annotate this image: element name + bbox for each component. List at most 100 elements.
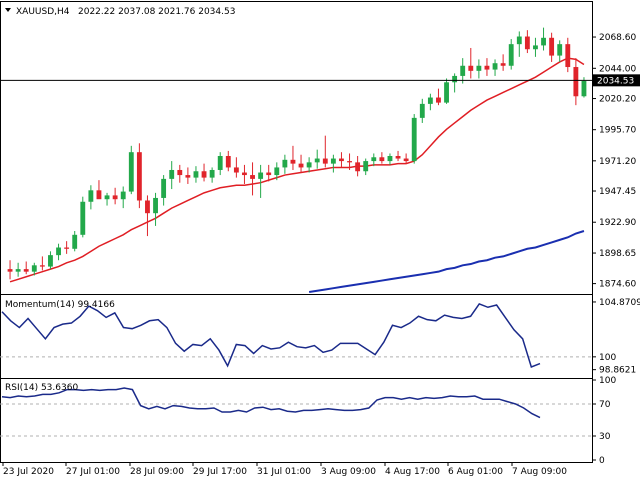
candle [298,154,304,173]
candle [444,78,449,104]
price-tag-label: 2034.53 [597,76,634,86]
candle [452,73,458,93]
candle-body [460,65,466,76]
candle-body [306,162,312,168]
candle [290,145,296,170]
candle [64,241,70,254]
candle [88,185,94,210]
candle-body [217,156,223,170]
candle [193,166,199,183]
candle-body [104,195,110,200]
candle-body [7,269,13,272]
candle [72,230,78,252]
panel-frames [0,1,593,463]
price-tick-label: 1898.65 [599,249,636,259]
time-tick-label: 28 Jul 09:00 [130,467,184,477]
price-tick-label: 1947.45 [599,187,636,197]
candle [250,162,255,196]
candle [403,153,409,164]
candle-body [258,172,264,179]
candle-body [242,172,247,176]
candle [104,192,110,206]
candle [242,164,247,184]
current-price-tag: 2034.53 [593,74,640,87]
candle [274,162,280,181]
candle [508,39,514,70]
candle-body [524,36,530,50]
candle [541,27,546,51]
candle-body [80,201,86,235]
rsi-tick-label: 70 [599,400,611,410]
candle [48,251,53,270]
momentum-tick-label: 104.8709 [599,298,640,308]
candle [7,260,13,280]
candle [419,98,425,123]
candle [258,164,264,198]
rsi-title: RSI(14) 53.6360 [5,383,78,393]
candle-body [427,97,433,104]
candle [339,152,344,168]
candle [225,150,231,172]
momentum-tick-label: 98.8621 [599,366,636,376]
chart-header: XAUUSD,H4 2022.22 2037.08 2021.76 2034.5… [5,7,235,17]
price-tag-bg [593,74,640,87]
candle [363,158,369,176]
candle-body [492,63,498,70]
momentum-axis: 104.8709 100 98.8621 [592,298,640,376]
candle-body [72,234,78,249]
momentum-line [1,302,541,368]
panel-frame [0,1,593,295]
time-tick-label: 29 Jul 17:00 [193,467,247,477]
candle-body [233,167,239,173]
candle [56,243,61,261]
ma-slow-line [308,230,585,293]
candle [573,58,579,106]
dropdown-triangle-icon[interactable] [5,8,11,12]
candle-body [250,175,255,179]
candle-body [39,265,45,267]
candle-body [177,169,183,176]
symbol-timeframe: XAUUSD,H4 [16,7,70,17]
candle [492,59,498,76]
candle-body [533,45,538,50]
rsi-path [1,387,541,419]
candle-body [444,82,449,103]
candle-body [120,191,126,200]
candle-body [452,75,458,83]
time-tick-label: 6 Aug 01:00 [448,467,503,477]
candle-body [266,172,272,176]
candle-body [371,157,377,162]
candle-body [387,156,393,162]
candle-body [96,190,102,200]
time-tick-label: 3 Aug 09:00 [321,467,376,477]
candle-body [573,67,579,97]
candle [233,157,239,178]
candle-body [274,167,280,176]
price-tick-label: 2020.20 [599,95,636,105]
candle-body [500,63,506,66]
candle-body [145,200,150,214]
candle-body [484,65,490,70]
candle [185,167,191,184]
candle-body [516,36,522,45]
time-tick-label: 4 Aug 17:00 [385,467,440,477]
momentum-tick-label: 100 [599,353,616,363]
candle-body [15,269,21,272]
candle-body [436,97,441,103]
candle [217,152,223,176]
rsi-axis: 100 70 30 0 [592,376,616,466]
candlesticks [7,27,587,280]
candle [128,145,134,195]
price-tick-label: 1874.60 [599,280,636,290]
candle-body [185,175,191,178]
candle [460,58,466,84]
price-tick-label: 2068.60 [599,33,636,43]
candle-body [468,65,474,71]
candle-body [161,178,167,198]
candle [169,161,175,190]
ma-fast-path [9,57,585,283]
rsi-tick-label: 100 [599,376,616,386]
candle [120,186,126,209]
candle-body [419,103,425,118]
